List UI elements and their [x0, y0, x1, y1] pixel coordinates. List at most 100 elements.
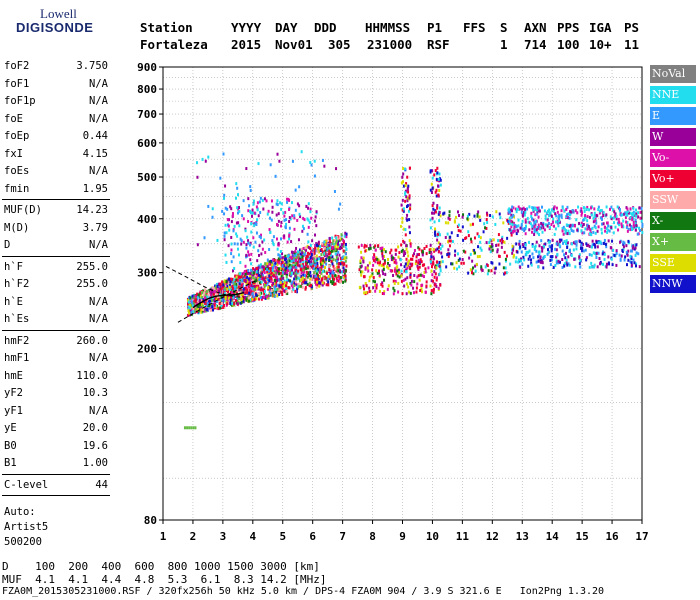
echo-point	[303, 253, 306, 257]
echo-point	[403, 284, 406, 288]
echo-point	[565, 258, 568, 262]
echo-point	[284, 258, 287, 262]
echo-point	[394, 258, 397, 262]
echo-point	[305, 279, 308, 283]
echo-point	[314, 277, 317, 281]
echo-point	[270, 276, 273, 280]
echo-point	[439, 178, 442, 182]
echo-point	[303, 265, 306, 269]
echo-point	[330, 260, 333, 264]
echo-point	[272, 241, 275, 245]
echo-point	[315, 210, 318, 214]
echo-point	[610, 205, 613, 209]
echo-point	[393, 257, 396, 261]
echo-point	[578, 262, 581, 266]
echo-point	[456, 234, 459, 238]
echo-point	[306, 232, 309, 236]
param-separator	[2, 329, 110, 331]
echo-point	[597, 251, 600, 255]
echo-point	[380, 249, 383, 253]
echo-point	[431, 216, 434, 220]
echo-point	[503, 240, 506, 244]
echo-point	[204, 288, 207, 292]
echo-point	[312, 267, 315, 271]
echo-point	[236, 302, 239, 306]
echo-point	[638, 206, 641, 210]
echo-point	[311, 260, 314, 264]
echo-point	[256, 201, 259, 205]
param-row: fmin 1.95	[2, 183, 108, 200]
echo-point	[550, 208, 553, 212]
echo-point	[403, 250, 406, 254]
echo-point	[404, 167, 407, 171]
echo-point	[613, 214, 616, 218]
echo-point	[294, 253, 297, 257]
echo-point	[300, 278, 303, 282]
legend-vo: Vo+	[650, 170, 696, 188]
echo-point	[523, 208, 526, 212]
param-row: h`E N/A	[2, 296, 108, 313]
echo-point	[223, 282, 226, 286]
param-row: h`F2 255.0	[2, 278, 108, 295]
echo-point	[238, 224, 241, 228]
echo-point	[247, 241, 250, 245]
param-name: B0	[4, 439, 17, 452]
echo-point	[239, 287, 242, 291]
header-label-7: S	[500, 20, 508, 35]
echo-point	[575, 247, 578, 251]
echo-point	[255, 231, 258, 235]
echo-point	[436, 247, 439, 251]
echo-point	[461, 215, 464, 219]
echo-point	[387, 284, 390, 288]
echo-point	[409, 207, 412, 211]
echo-point	[387, 257, 390, 261]
echo-point	[561, 229, 564, 233]
echo-point	[626, 210, 629, 214]
echo-point	[205, 302, 208, 306]
param-value: 20.0	[82, 422, 108, 434]
echo-point	[458, 265, 461, 269]
echo-point	[293, 284, 296, 288]
echo-point	[508, 216, 511, 220]
echo-point	[273, 282, 276, 286]
echo-point	[408, 231, 411, 235]
echo-point	[384, 250, 387, 254]
echo-point	[344, 252, 347, 256]
echo-point	[556, 243, 559, 247]
echo-point	[300, 271, 303, 275]
param-row: foF1p N/A	[2, 95, 108, 112]
echo-point	[408, 266, 411, 270]
header-value-10: 10+	[589, 37, 612, 52]
echo-point	[374, 248, 377, 252]
echo-point	[407, 209, 410, 213]
echo-point	[383, 259, 386, 263]
echo-point	[440, 251, 443, 255]
echo-point	[255, 223, 258, 227]
echo-point	[564, 262, 567, 266]
echo-point	[589, 232, 592, 236]
echo-point	[233, 278, 236, 282]
echo-point	[511, 223, 514, 227]
echo-point	[291, 214, 294, 218]
echo-point	[467, 271, 470, 275]
param-name: C-level	[4, 478, 49, 491]
echo-point	[299, 274, 302, 278]
echo-point	[489, 238, 492, 242]
echo-point	[498, 212, 501, 216]
echo-point	[223, 193, 226, 197]
echo-point	[624, 211, 627, 215]
echo-point	[256, 286, 259, 290]
echo-point	[282, 276, 285, 280]
echo-point	[554, 247, 557, 251]
echo-point	[190, 426, 193, 430]
echo-point	[615, 252, 618, 256]
echo-point	[455, 261, 458, 265]
echo-point	[316, 273, 319, 277]
muf-row: MUF 4.1 4.1 4.4 4.8 5.3 6.1 8.3 14.2 [MH…	[2, 573, 327, 586]
echo-point	[250, 286, 253, 290]
echo-point	[280, 207, 283, 211]
echo-point	[602, 211, 605, 215]
echo-point	[341, 243, 344, 247]
echo-point	[485, 218, 488, 222]
echo-point	[285, 222, 288, 226]
